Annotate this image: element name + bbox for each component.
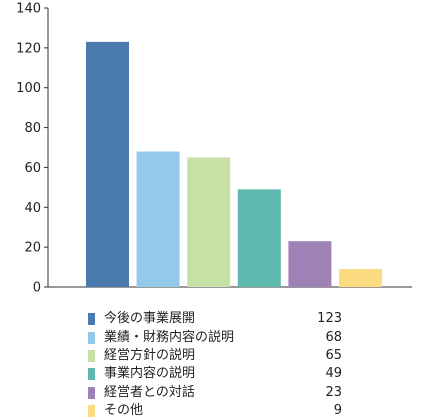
legend-swatch: [88, 349, 95, 362]
legend-value: 68: [325, 329, 342, 345]
legend-value: 65: [325, 347, 342, 363]
bar-4: [237, 189, 281, 287]
y-tick-label: 120: [16, 41, 41, 56]
legend-label: 業績・財務内容の説明: [104, 329, 235, 345]
bar-1: [86, 41, 129, 287]
legend-value: 9: [333, 403, 342, 419]
legend-value: 123: [317, 311, 342, 327]
legend-swatch: [88, 368, 95, 381]
y-tick-label: 0: [33, 281, 41, 296]
y-tick-label: 40: [24, 201, 41, 216]
bar-chart: 0 20 40 60 80 100 120 140: [16, 2, 412, 296]
bar-2: [136, 151, 180, 287]
legend-swatch: [88, 313, 95, 326]
legend-item: 事業内容の説明 49: [88, 365, 342, 383]
y-tick-label: 80: [24, 121, 41, 136]
y-tick-label: 100: [16, 81, 41, 96]
legend-label: 今後の事業展開: [104, 311, 196, 327]
bar-3: [187, 157, 231, 287]
legend-value: 23: [325, 384, 342, 400]
legend-item: 業績・財務内容の説明 68: [88, 328, 342, 346]
legend-item: 経営者との対話 23: [88, 384, 342, 402]
bars-group: [86, 41, 382, 287]
y-tick-label: 140: [16, 2, 41, 17]
legend-label: 事業内容の説明: [104, 366, 196, 382]
legend: 今後の事業展開 123 業績・財務内容の説明 68 経営方針の説明 65 事業内容の説明 49…: [88, 310, 342, 420]
legend-item: その他 9: [88, 402, 342, 420]
y-axis-ticks: 0 20 40 60 80 100 120 140: [16, 2, 48, 296]
legend-value: 49: [325, 366, 342, 382]
y-tick-label: 60: [24, 161, 41, 176]
legend-label: その他: [104, 403, 144, 419]
legend-swatch: [88, 386, 95, 399]
y-tick-label: 20: [24, 241, 41, 256]
bar-5: [288, 241, 332, 287]
legend-swatch: [88, 331, 95, 344]
legend-swatch: [88, 405, 95, 418]
legend-item: 経営方針の説明 65: [88, 347, 342, 365]
legend-label: 経営者との対話: [104, 384, 195, 400]
bar-6: [339, 269, 382, 287]
legend-label: 経営方針の説明: [104, 347, 196, 363]
legend-item: 今後の事業展開 123: [88, 310, 342, 328]
